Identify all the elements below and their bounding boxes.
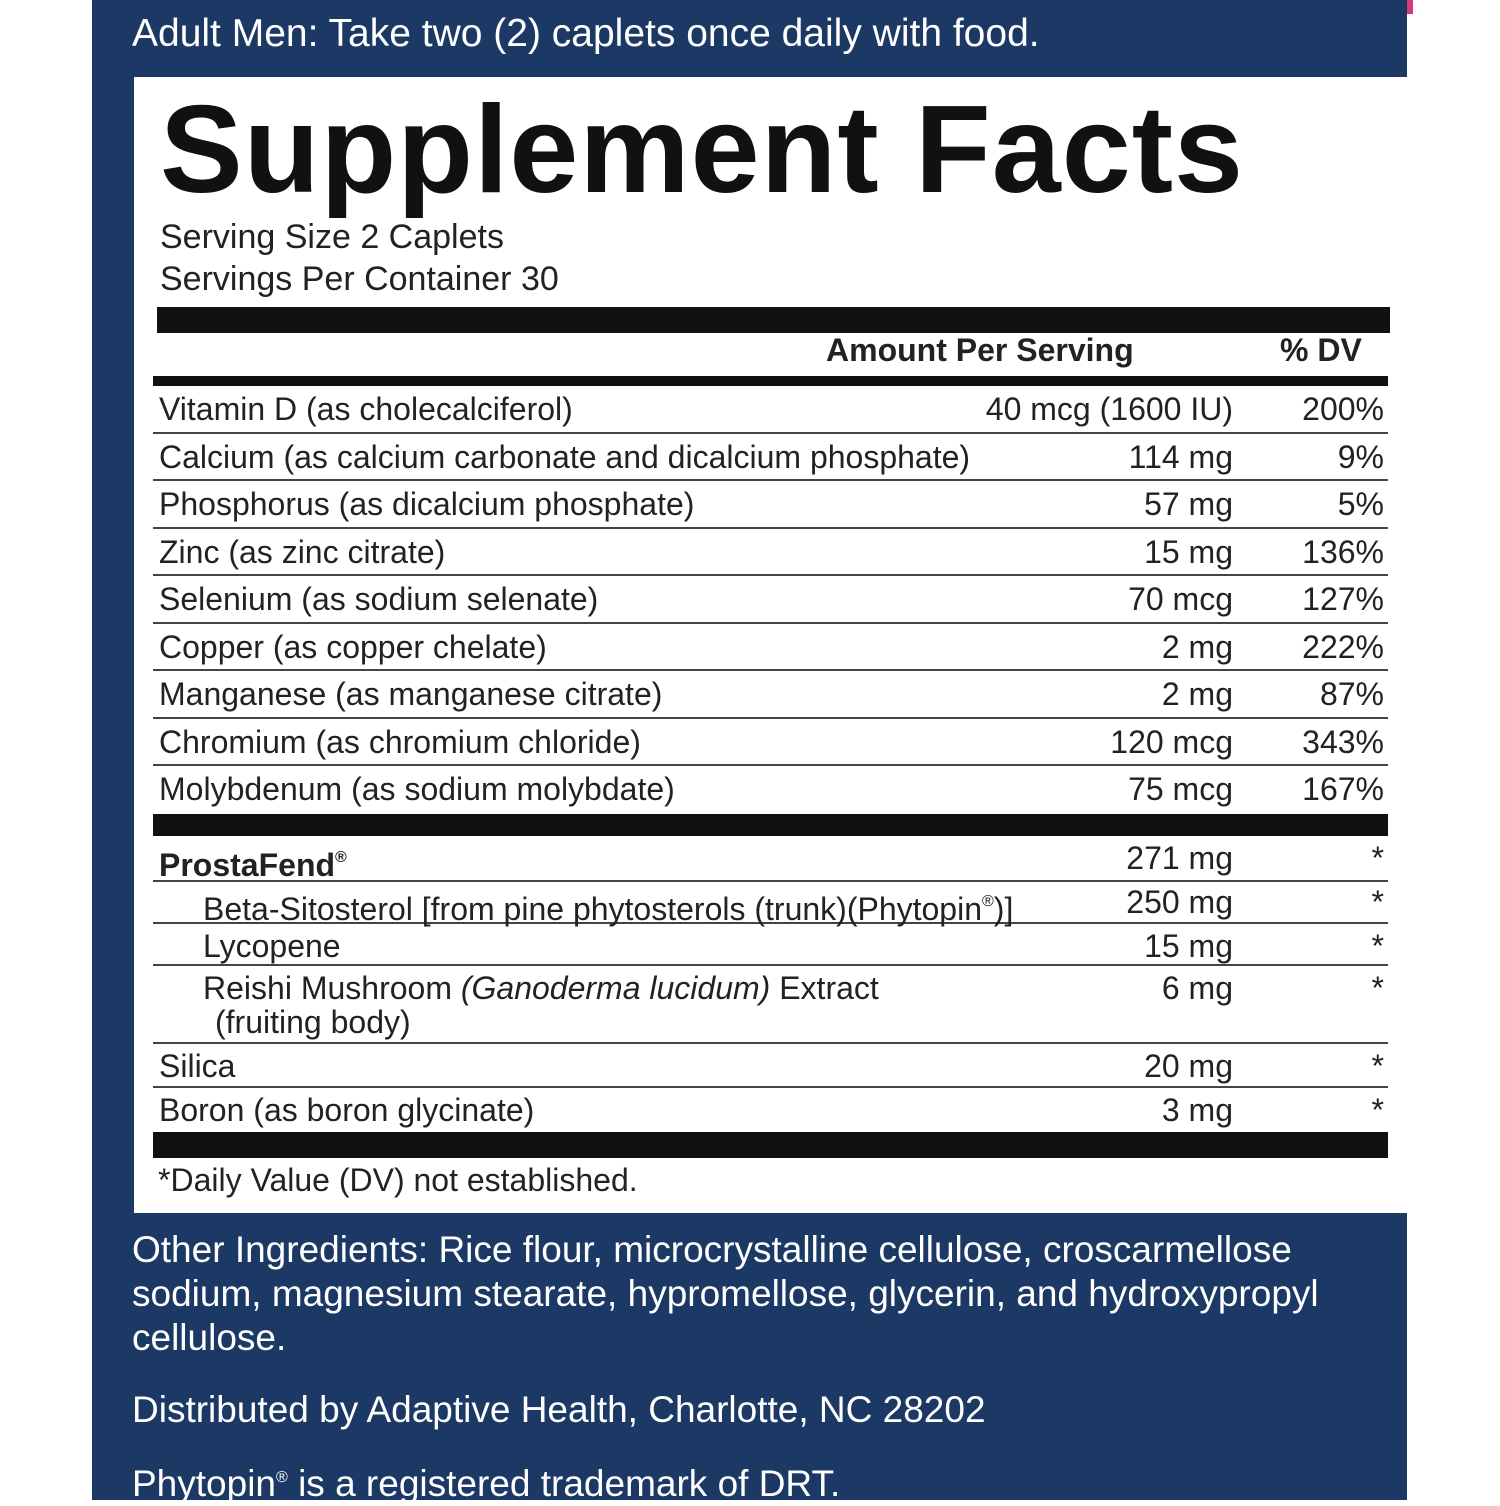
nutrient-amount: 15 mg: [1144, 533, 1233, 570]
supplement-facts-box: [134, 77, 1407, 1213]
facts-title: Supplement Facts: [160, 81, 1244, 219]
distributor-text: Distributed by Adaptive Health, Charlott…: [132, 1389, 986, 1430]
serving-size: Serving Size 2 Caplets: [160, 218, 504, 256]
blend-item-name: Reishi Mushroom (Ganoderma lucidum) Extr…: [203, 970, 879, 1006]
nutrient-row: Calcium (as calcium carbonate and dicalc…: [153, 434, 1388, 481]
nutrient-name: Manganese (as manganese citrate): [159, 676, 663, 712]
nutrient-amount: 2 mg: [1161, 628, 1233, 665]
blend-item-dv: *: [1371, 928, 1384, 964]
nutrient-dv: *: [1371, 1092, 1384, 1128]
nutrient-row: Copper (as copper chelate) 2 mg 222%: [153, 624, 1388, 671]
blend-item-name: Lycopene: [203, 928, 341, 964]
nutrient-dv: 343%: [1302, 723, 1384, 760]
nutrient-name: Zinc (as zinc citrate): [159, 533, 446, 570]
thick-rule-mid: [153, 814, 1388, 836]
nutrient-name: Chromium (as chromium chloride): [159, 723, 641, 760]
blend-item-amount: 6 mg: [1161, 970, 1233, 1006]
nutrient-name: Vitamin D (as cholecalciferol): [159, 391, 573, 427]
nutrient-name: Copper (as copper chelate): [159, 628, 547, 665]
blend-item-name-line2: (fruiting body): [215, 1004, 411, 1040]
servings-per-container: Servings Per Container 30: [160, 260, 559, 298]
nutrient-dv: 87%: [1319, 676, 1384, 712]
nutrient-amount: 3 mg: [1161, 1092, 1233, 1128]
nutrient-name: Molybdenum (as sodium molybdate): [159, 771, 675, 807]
medium-rule: [153, 376, 1388, 386]
nutrient-dv: 200%: [1302, 391, 1384, 427]
nutrient-row: Manganese (as manganese citrate) 2 mg 87%: [153, 671, 1388, 719]
nutrient-amount: 114 mg: [1128, 438, 1233, 475]
nutrient-row: Molybdenum (as sodium molybdate) 75 mcg 16…: [153, 766, 1388, 814]
blend-amount: 271 mg: [1126, 840, 1233, 876]
nutrient-amount: 75 mcg: [1128, 771, 1233, 807]
blend-item-amount: 15 mg: [1144, 928, 1233, 964]
nutrient-name: Silica: [159, 1048, 236, 1084]
nutrient-amount: 40 mcg (1600 IU): [985, 391, 1233, 427]
nutrient-dv: 136%: [1302, 533, 1384, 570]
nutrient-name: Selenium (as sodium selenate): [159, 581, 599, 617]
nutrient-dv: 222%: [1302, 628, 1384, 665]
blend-item-row: Reishi Mushroom (Ganoderma lucidum) Extr…: [153, 966, 1388, 1044]
nutrient-row: Silica 20 mg *: [153, 1044, 1388, 1088]
nutrient-dv: 167%: [1302, 771, 1384, 807]
blend-item-dv: *: [1371, 884, 1384, 920]
nutrient-dv: 9%: [1337, 438, 1384, 475]
dv-header: % DV: [1280, 332, 1362, 368]
nutrient-dv: 127%: [1302, 581, 1384, 617]
nutrient-name: Calcium (as calcium carbonate and dicalc…: [159, 438, 971, 475]
nutrient-row: Phosphorus (as dicalcium phosphate) 57 mg…: [153, 481, 1388, 529]
dv-footnote: *Daily Value (DV) not established.: [158, 1162, 638, 1198]
nutrient-dv: *: [1371, 1048, 1384, 1084]
nutrient-amount: 2 mg: [1161, 676, 1233, 712]
nutrient-name: Boron (as boron glycinate): [159, 1092, 535, 1128]
directions-text: Adult Men: Take two (2) caplets once dai…: [132, 12, 1040, 55]
blend-item-dv: *: [1371, 970, 1384, 1006]
nutrient-row: Vitamin D (as cholecalciferol) 40 mcg (16…: [153, 386, 1388, 434]
nutrient-row: Chromium (as chromium chloride) 120 mcg 34…: [153, 719, 1388, 766]
nutrient-name: Phosphorus (as dicalcium phosphate): [159, 486, 695, 522]
nutrient-dv: 5%: [1337, 486, 1384, 522]
trademark-text: Phytopin® is a registered trademark of D…: [132, 1463, 841, 1504]
blend-item-amount: 250 mg: [1126, 884, 1233, 920]
blend-row: ProstaFend® 271 mg *: [153, 836, 1388, 883]
blend-name: ProstaFend®: [159, 847, 347, 883]
blend-dv: *: [1371, 840, 1384, 876]
amount-header: Amount Per Serving: [826, 332, 1134, 368]
thick-rule-bottom: [153, 1132, 1388, 1158]
nutrient-row: Selenium (as sodium selenate) 70 mcg 127%: [153, 576, 1388, 624]
nutrient-amount: 20 mg: [1144, 1048, 1233, 1084]
blend-item-name: Beta-Sitosterol [from pine phytosterols …: [203, 891, 1014, 927]
blend-item-row: Lycopene 15 mg *: [153, 924, 1388, 966]
nutrient-row: Zinc (as zinc citrate) 15 mg 136%: [153, 529, 1388, 576]
nutrient-amount: 57 mg: [1144, 486, 1233, 522]
nutrient-amount: 70 mcg: [1128, 581, 1233, 617]
other-ingredients: Other Ingredients: Rice flour, microcrys…: [132, 1229, 1319, 1358]
accent-edge: [1407, 0, 1413, 14]
thick-rule-top: [157, 307, 1390, 333]
nutrient-row: Boron (as boron glycinate) 3 mg *: [153, 1088, 1388, 1132]
blend-item-row: Beta-Sitosterol [from pine phytosterols …: [153, 882, 1388, 927]
nutrient-amount: 120 mcg: [1110, 723, 1233, 760]
